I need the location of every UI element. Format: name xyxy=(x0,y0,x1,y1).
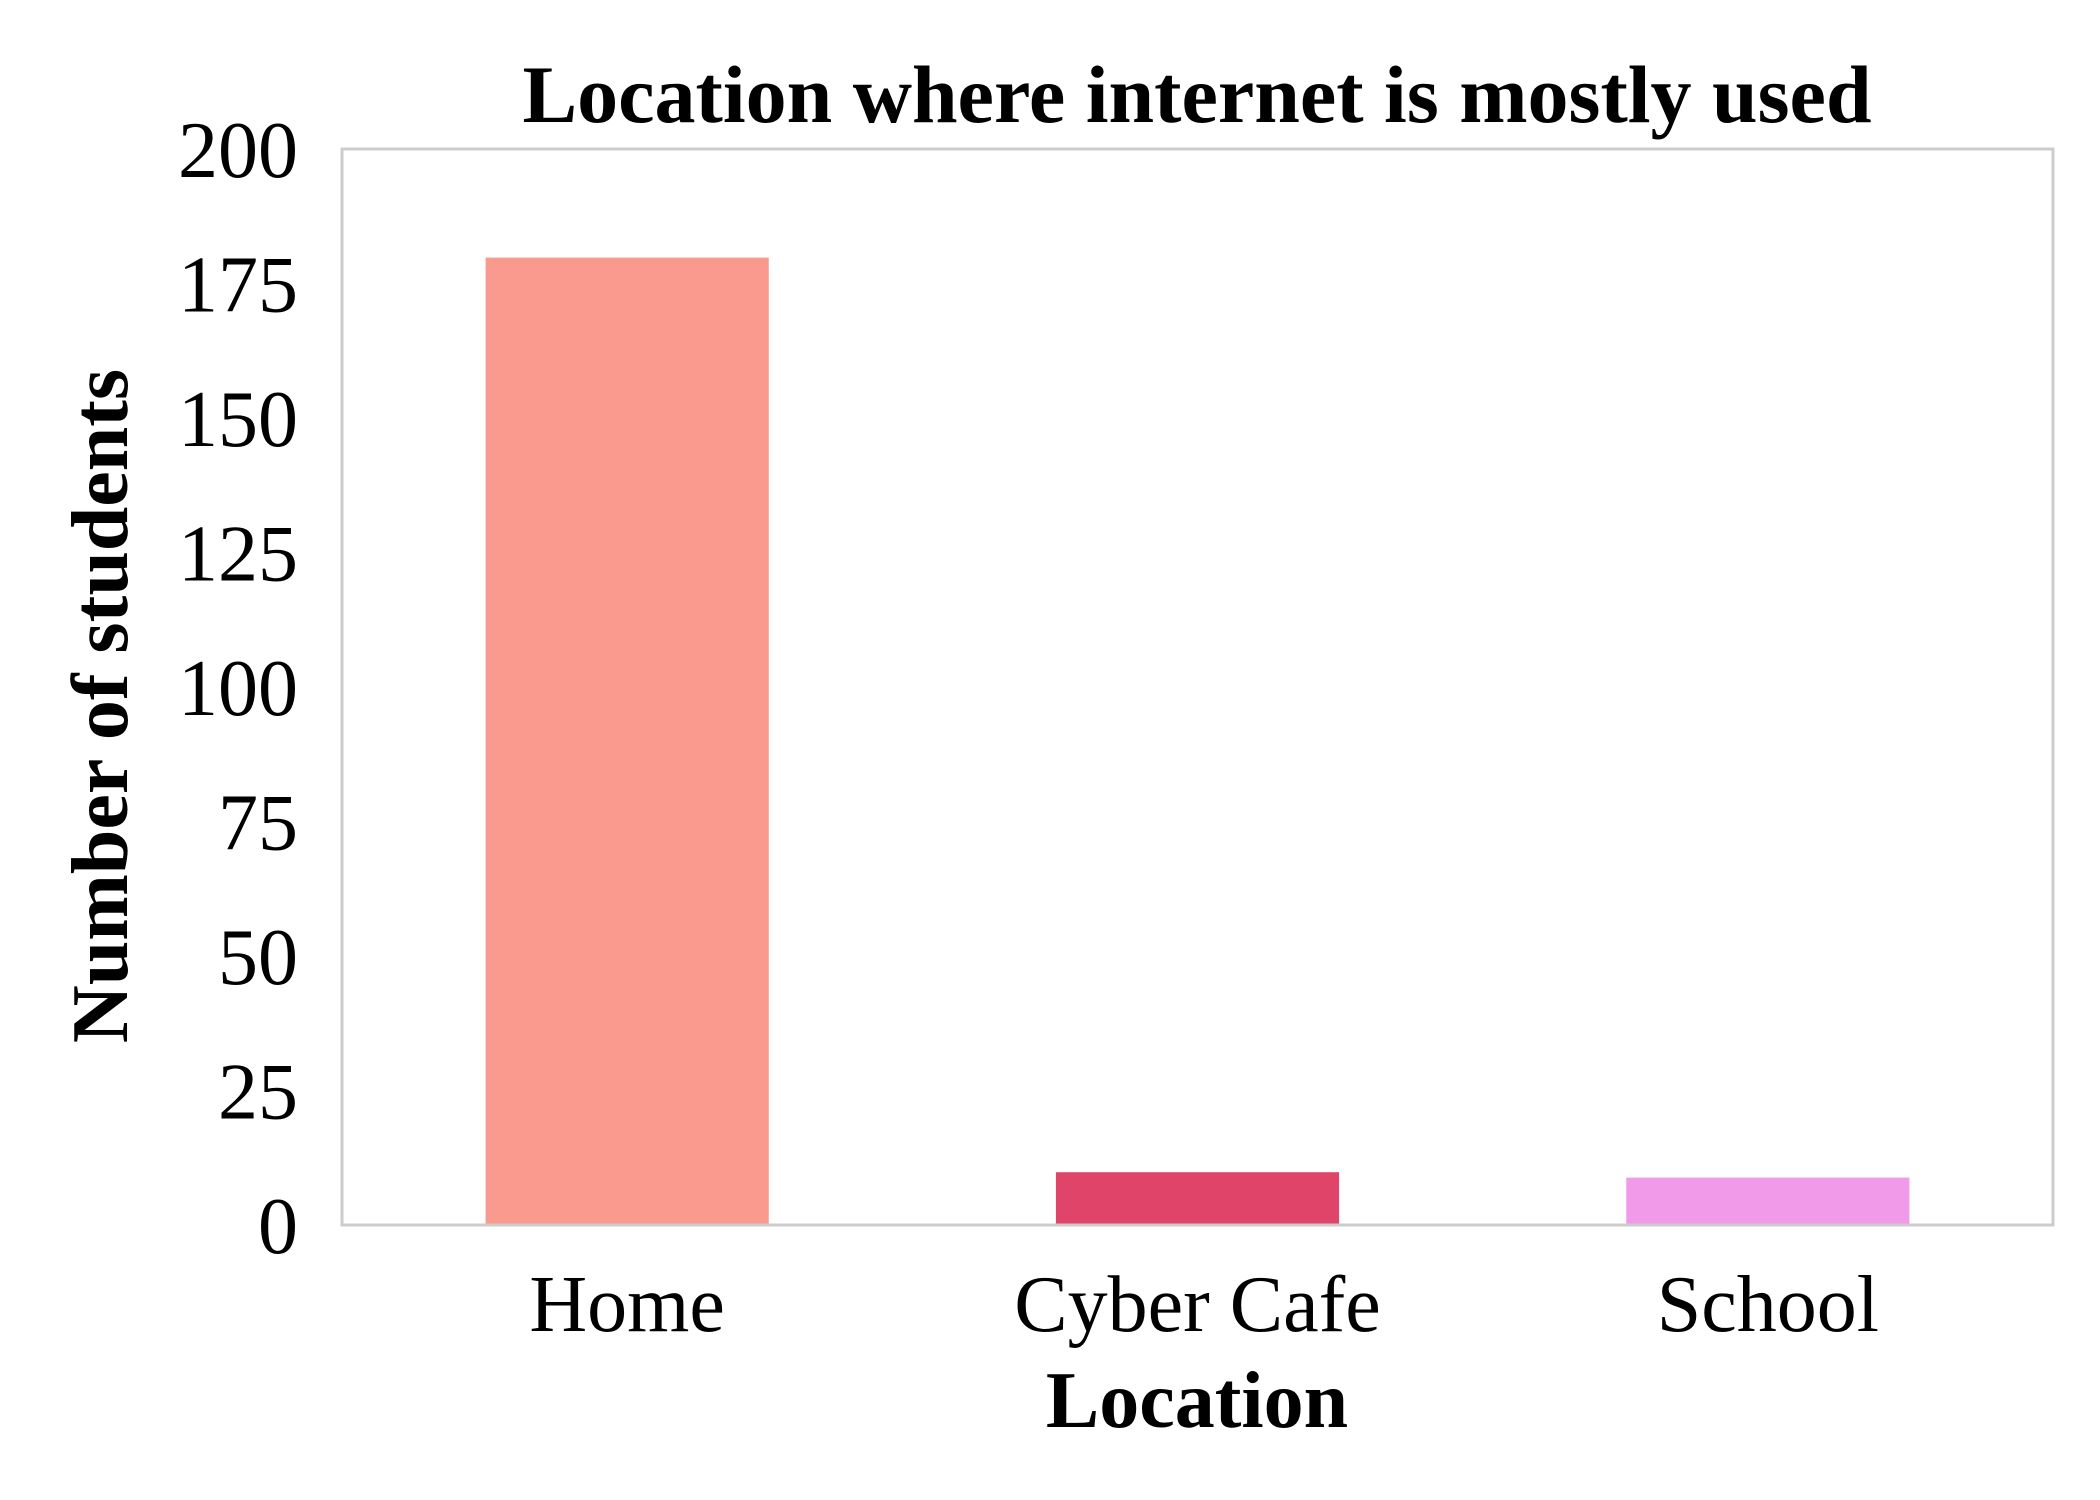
y-tick-label: 100 xyxy=(178,645,298,733)
y-tick-label: 175 xyxy=(178,242,298,330)
y-tick-label: 75 xyxy=(218,780,298,868)
y-tick-label: 25 xyxy=(218,1049,298,1137)
y-tick-label: 0 xyxy=(258,1183,298,1271)
y-tick-label: 200 xyxy=(178,107,298,195)
y-tick-label: 50 xyxy=(218,914,298,1002)
plot-frame xyxy=(340,147,2055,1227)
x-tick-label: School xyxy=(1657,1261,1879,1349)
y-axis-label: Number of students xyxy=(57,369,145,1043)
chart-title: Location where internet is mostly used xyxy=(522,49,1871,140)
x-tick-labels: Home Cyber Cafe School xyxy=(529,1261,1879,1349)
x-tick-label: Cyber Cafe xyxy=(1014,1261,1381,1349)
x-tick-label: Home xyxy=(529,1261,725,1349)
y-tick-label: 125 xyxy=(178,511,298,599)
bar-home xyxy=(483,255,771,1227)
bars xyxy=(483,255,1912,1227)
bar-cyber-cafe xyxy=(1053,1170,1342,1226)
x-axis-label: Location xyxy=(1046,1357,1348,1445)
y-tick-labels: 0 25 50 75 100 125 150 175 200 xyxy=(178,107,298,1271)
bar-school xyxy=(1624,1175,1912,1226)
y-tick-label: 150 xyxy=(178,376,298,464)
